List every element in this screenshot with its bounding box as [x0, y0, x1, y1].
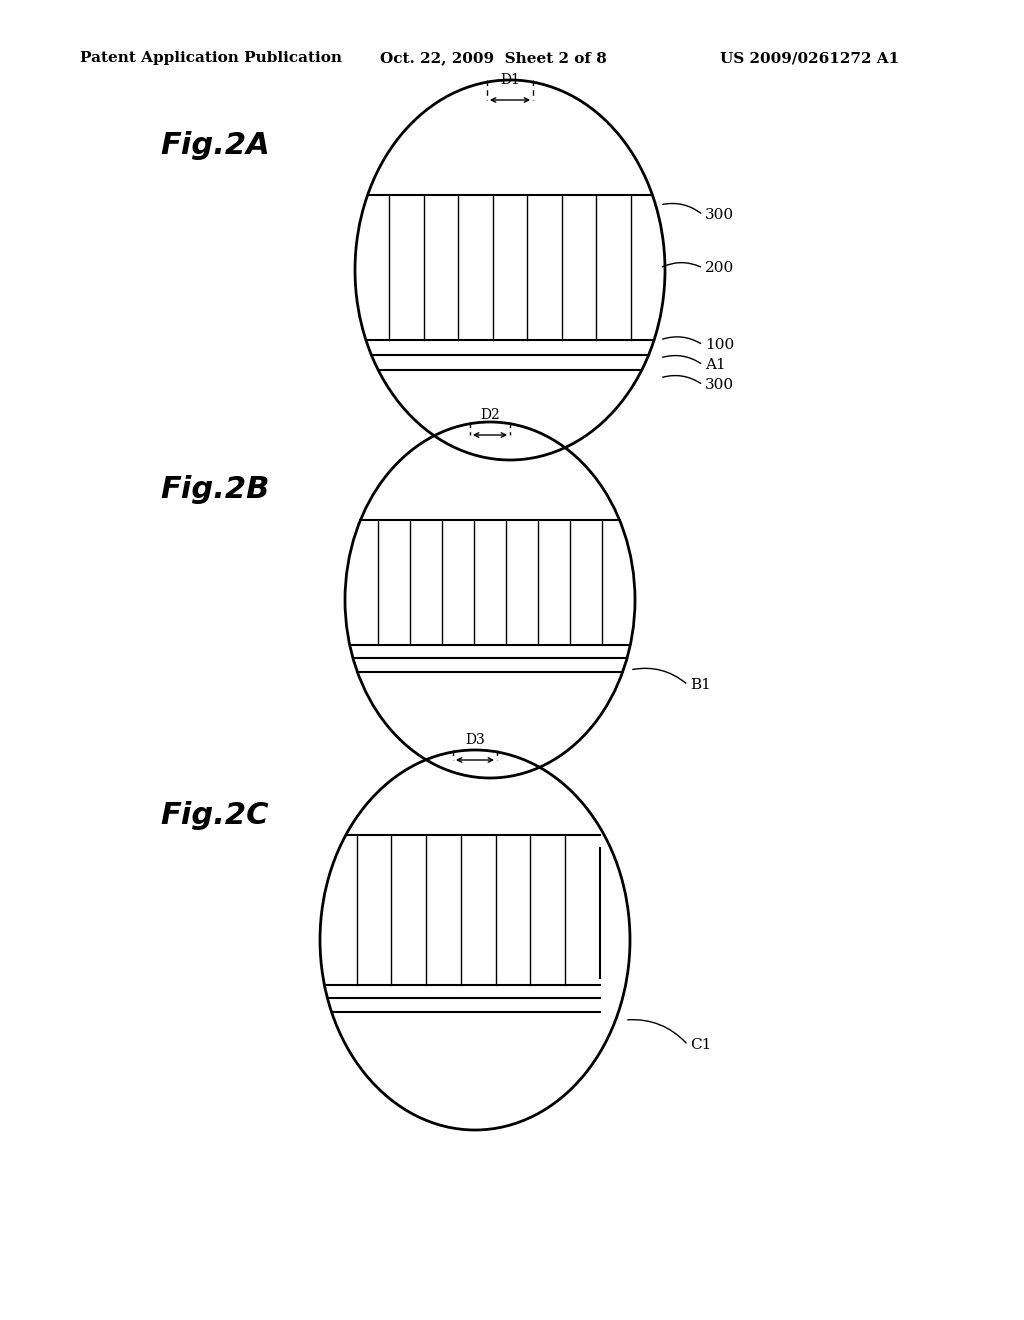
Text: 300: 300	[705, 209, 734, 222]
Text: Fig.2C: Fig.2C	[160, 800, 268, 829]
Text: D2: D2	[480, 408, 500, 422]
Text: D1: D1	[500, 73, 520, 87]
Text: Fig.2B: Fig.2B	[160, 475, 269, 504]
Text: 200: 200	[705, 261, 734, 275]
Text: Patent Application Publication: Patent Application Publication	[80, 51, 342, 65]
Text: 100: 100	[705, 338, 734, 352]
Text: D3: D3	[465, 733, 485, 747]
Text: Fig.2A: Fig.2A	[160, 131, 269, 160]
Text: C1: C1	[690, 1038, 712, 1052]
Text: US 2009/0261272 A1: US 2009/0261272 A1	[720, 51, 899, 65]
Text: B1: B1	[690, 678, 711, 692]
Text: 300: 300	[705, 378, 734, 392]
Text: A1: A1	[705, 358, 726, 372]
Text: Oct. 22, 2009  Sheet 2 of 8: Oct. 22, 2009 Sheet 2 of 8	[380, 51, 607, 65]
